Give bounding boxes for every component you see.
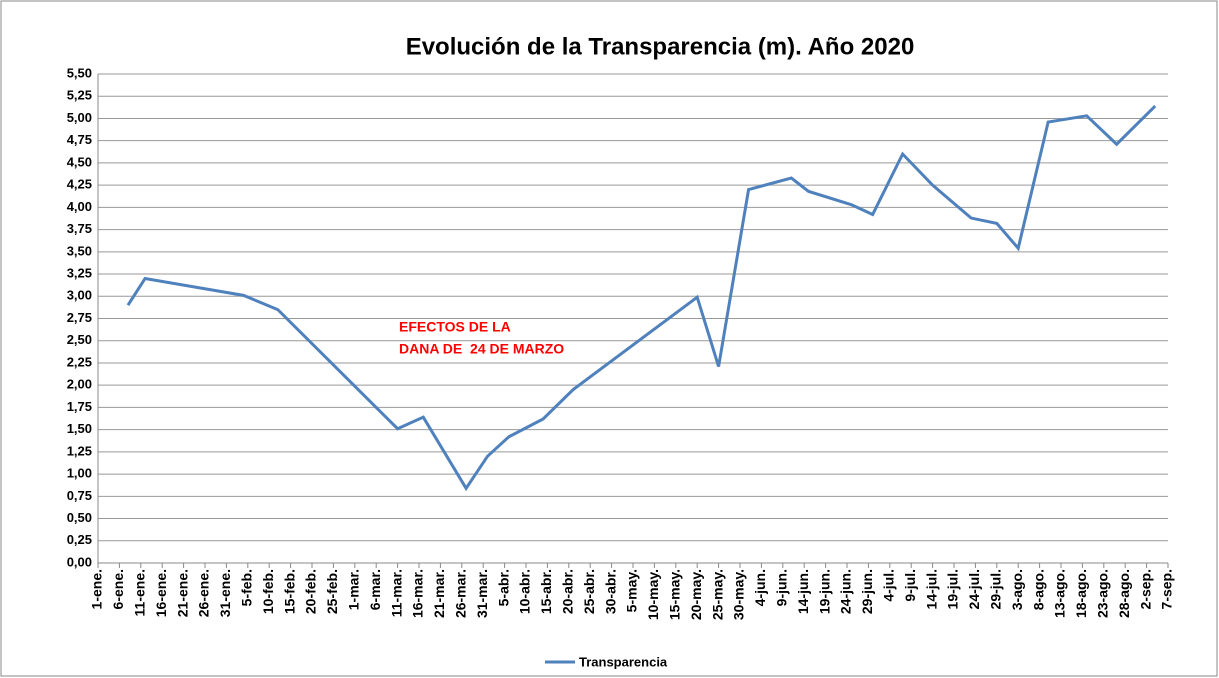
x-tick-label: 28-ago. [1116,569,1132,618]
x-tick-label: 1-ene. [89,569,105,609]
x-tick-label: 14-jun. [795,569,811,614]
x-tick-label: 25-feb. [324,569,340,614]
x-tick-label: 21-mar. [431,569,447,618]
y-tick-label: 3,75 [67,221,92,236]
y-tick-label: 2,25 [67,354,92,369]
annotation: DANA DE 24 DE MARZO [399,341,564,357]
y-tick-label: 4,00 [67,199,92,214]
y-tick-label: 4,25 [67,177,92,192]
x-tick-label: 19-jun. [816,569,832,614]
x-tick-label: 16-ene. [153,569,169,617]
x-tick-label: 9-jul. [902,569,918,602]
y-tick-label: 2,50 [67,332,92,347]
x-tick-label: 19-jul. [945,569,961,609]
x-tick-label: 10-may. [645,569,661,620]
x-tick-label: 25-abr. [581,569,597,614]
x-tick-label: 21-ene. [174,569,190,617]
x-tick-label: 14-jul. [923,569,939,609]
x-tick-label: 9-jun. [774,569,790,606]
x-tick-label: 5-may. [624,569,640,612]
x-tick-label: 5-abr. [495,569,511,606]
x-tick-label: 18-ago. [1073,569,1089,618]
x-tick-label: 13-ago. [1052,569,1068,618]
x-tick-label: 31-ene. [217,569,233,617]
annotation: EFECTOS DE LA [399,319,511,335]
x-tick-label: 30-abr. [602,569,618,614]
x-tick-label: 4-jun. [752,569,768,606]
x-tick-label: 11-mar. [388,569,404,617]
y-tick-label: 3,25 [67,265,92,280]
x-tick-label: 8-ago. [1030,569,1046,610]
y-tick-label: 5,25 [67,88,92,103]
x-tick-label: 15-may. [667,569,683,620]
x-tick-label: 16-mar. [410,569,426,618]
y-tick-label: 3,50 [67,243,92,258]
x-tick-label: 29-jul. [988,569,1004,609]
y-tick-label: 5,00 [67,110,92,125]
x-tick-label: 6-ene. [110,569,126,609]
y-tick-label: 0,00 [67,554,92,569]
y-tick-label: 1,25 [67,443,92,458]
x-tick-label: 30-may. [731,569,747,620]
x-tick-label: 20-feb. [303,569,319,614]
y-tick-label: 4,75 [67,132,92,147]
x-tick-label: 29-jun. [859,569,875,614]
x-tick-label: 15-feb. [281,569,297,614]
x-tick-label: 24-jun. [838,569,854,614]
x-tick-label: 3-ago. [1009,569,1025,610]
x-tick-label: 26-mar. [453,569,469,618]
y-tick-label: 2,75 [67,310,92,325]
y-tick-label: 4,50 [67,154,92,169]
x-tick-label: 7-sep. [1159,569,1175,609]
y-tick-label: 0,75 [67,488,92,503]
x-tick-label: 26-ene. [196,569,212,617]
x-tick-label: 2-sep. [1137,569,1153,609]
x-tick-label: 31-mar. [474,569,490,618]
y-tick-label: 1,00 [67,466,92,481]
x-tick-label: 11-ene. [132,569,148,616]
x-tick-label: 6-mar. [367,569,383,610]
series-line [126,104,1157,492]
y-tick-label: 0,25 [67,532,92,547]
y-tick-label: 5,50 [67,65,92,80]
x-tick-label: 24-jul. [966,569,982,609]
x-tick-label: 15-abr. [538,569,554,614]
x-tick-label: 23-ago. [1095,569,1111,618]
y-tick-label: 3,00 [67,288,92,303]
y-tick-label: 2,00 [67,377,92,392]
chart-title: Evolución de la Transparencia (m). Año 2… [406,33,915,60]
y-tick-label: 1,50 [67,421,92,436]
y-tick-label: 0,50 [67,510,92,525]
x-tick-label: 1-mar. [346,569,362,610]
x-tick-label: 25-may. [709,569,725,620]
legend-label: Transparencia [579,654,668,669]
x-tick-label: 10-abr. [517,569,533,614]
x-tick-label: 20-abr. [560,569,576,614]
x-tick-label: 20-may. [688,569,704,620]
x-tick-label: 5-feb. [239,569,255,606]
y-tick-label: 1,75 [67,399,92,414]
x-tick-label: 10-feb. [260,569,276,614]
x-tick-label: 4-jul. [881,569,897,602]
